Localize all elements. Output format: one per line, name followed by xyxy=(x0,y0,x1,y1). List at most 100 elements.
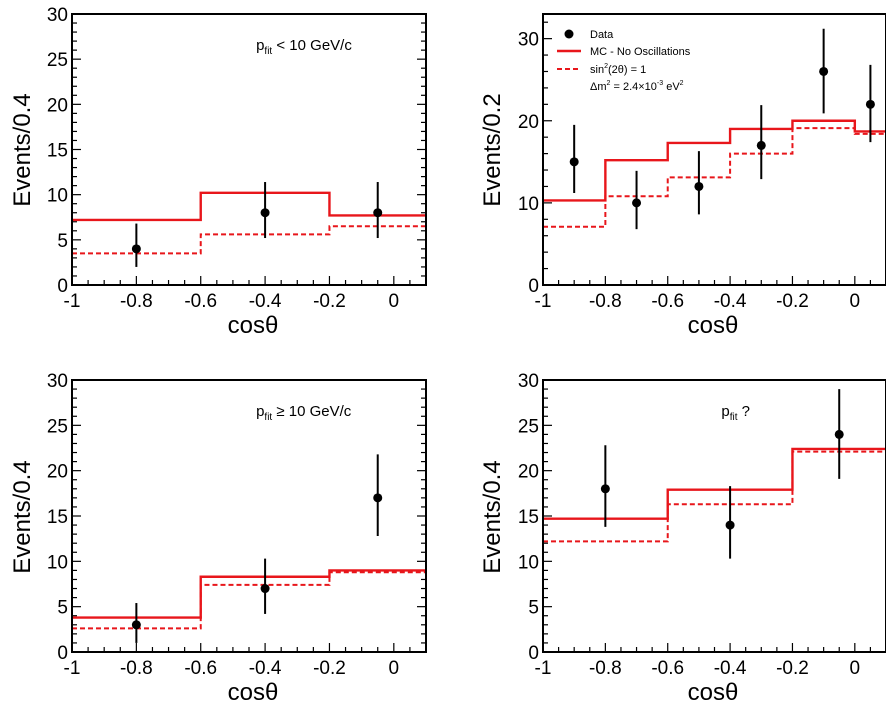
data-point xyxy=(756,140,766,150)
x-axis-label: cosθ xyxy=(228,679,279,704)
legend: Data MC - No Oscillations sin2(2θ) = 1 Δm2 … xyxy=(557,29,691,93)
x-tick-label: 0 xyxy=(389,658,400,679)
y-tick-label: 20 xyxy=(518,112,539,133)
x-tick-label: -0.8 xyxy=(120,658,153,679)
mc-no-oscillation-histogram xyxy=(72,569,426,619)
y-tick-label: 5 xyxy=(528,598,539,619)
data-point xyxy=(260,208,270,218)
y-tick-label: 10 xyxy=(518,552,539,573)
y-tick-label: 0 xyxy=(57,276,68,297)
x-tick-label: -1 xyxy=(64,291,81,312)
legend-mc-label: MC - No Oscillations xyxy=(590,46,691,58)
chart-panel-bottom-right: -1 -0.8 -0.6 -0.4 -0.2 0 0 5 10 15 20 25 30 cosθ Event… xyxy=(479,371,886,704)
data-point xyxy=(694,181,704,191)
y-tick-label: 0 xyxy=(57,643,68,664)
plot-area xyxy=(543,389,886,559)
y-tick-label: 25 xyxy=(518,416,539,437)
y-tick-label: 0 xyxy=(528,643,539,664)
x-tick-label: -0.8 xyxy=(120,291,153,312)
chart-panel-bottom-left: -1 -0.8 -0.6 -0.4 -0.2 0 0 5 10 15 20 25 30 cosθ Event… xyxy=(9,371,427,704)
plot-frame xyxy=(542,13,886,286)
panels: -1 -0.8 -0.6 -0.4 -0.2 0 0 5 10 15 20 25 30 cosθ Event… xyxy=(9,5,886,704)
x-tick-label: -0.2 xyxy=(313,658,346,679)
y-tick-label: 5 xyxy=(57,598,68,619)
data-point xyxy=(131,620,141,630)
y-tick-label: 20 xyxy=(47,462,68,483)
x-tick-label: 0 xyxy=(850,291,861,312)
data-point xyxy=(725,520,735,530)
y-tick-label: 10 xyxy=(47,186,68,207)
data-point xyxy=(834,429,844,439)
y-axis-label: Events/0.4 xyxy=(9,460,36,573)
plot-area xyxy=(72,182,426,267)
data-point xyxy=(131,244,141,254)
x-tick-label: -0.8 xyxy=(589,291,622,312)
x-tick-label: -0.2 xyxy=(776,658,809,679)
x-axis-label: cosθ xyxy=(688,679,739,704)
y-axis-label: Events/0.2 xyxy=(479,93,506,206)
y-tick-label: 30 xyxy=(47,371,68,392)
oscillation-histogram xyxy=(72,225,426,255)
x-tick-label: -0.4 xyxy=(249,291,282,312)
legend-osc-label-line2: Δm2 = 2.4×10-3 eV2 xyxy=(590,80,684,93)
y-tick-label: 15 xyxy=(518,507,539,528)
data-point xyxy=(373,493,383,503)
y-tick-label: 10 xyxy=(518,194,539,215)
y-tick-label: 20 xyxy=(518,462,539,483)
data-point xyxy=(373,208,383,218)
y-tick-label: 0 xyxy=(528,276,539,297)
y-tick-label: 5 xyxy=(57,231,68,252)
data-point xyxy=(260,584,270,594)
y-tick-label: 15 xyxy=(47,507,68,528)
plot-frame xyxy=(71,13,427,286)
data-point xyxy=(819,66,829,76)
x-tick-label: -0.2 xyxy=(776,291,809,312)
momentum-cut-annotation: pfit < 10 GeV/c xyxy=(256,37,352,57)
y-axis-label: Events/0.4 xyxy=(9,93,36,206)
x-tick-label: -1 xyxy=(535,658,552,679)
y-tick-label: 30 xyxy=(518,30,539,51)
plot-frame xyxy=(71,379,427,653)
legend-data-marker xyxy=(564,29,574,39)
y-tick-label: 25 xyxy=(47,416,68,437)
x-tick-label: -1 xyxy=(535,291,552,312)
legend-data-label: Data xyxy=(590,29,614,41)
data-point xyxy=(632,198,642,208)
data-point xyxy=(600,484,610,494)
chart-panel-top-right: -1 -0.8 -0.6 -0.4 -0.2 0 0 10 20 30 cosθ Events/0.2… xyxy=(479,13,886,339)
plot-frame xyxy=(542,379,886,653)
mc-no-oscillation-histogram xyxy=(72,191,426,222)
y-tick-label: 10 xyxy=(47,552,68,573)
plot-area xyxy=(543,28,886,230)
y-tick-label: 25 xyxy=(47,50,68,71)
x-tick-label: -0.4 xyxy=(714,291,747,312)
x-tick-label: -0.2 xyxy=(313,291,346,312)
x-tick-label: -0.4 xyxy=(249,658,282,679)
x-tick-label: -0.6 xyxy=(184,291,217,312)
x-tick-label: -0.6 xyxy=(651,291,684,312)
x-tick-label: -0.6 xyxy=(184,658,217,679)
momentum-cut-annotation: pfit ≥ 10 GeV/c xyxy=(256,403,352,423)
y-tick-label: 30 xyxy=(518,371,539,392)
momentum-cut-annotation: pfit ? xyxy=(721,403,750,423)
y-tick-label: 30 xyxy=(47,5,68,26)
x-tick-label: -0.8 xyxy=(589,658,622,679)
y-tick-label: 20 xyxy=(47,95,68,116)
x-axis-label: cosθ xyxy=(688,312,739,339)
mc-no-oscillation-histogram xyxy=(543,119,886,202)
y-axis-label: Events/0.4 xyxy=(479,460,506,573)
oscillation-histogram xyxy=(72,571,426,630)
plot-area xyxy=(72,454,426,643)
x-tick-label: 0 xyxy=(389,291,400,312)
x-tick-label: 0 xyxy=(850,658,861,679)
mc-no-oscillation-histogram xyxy=(543,447,886,520)
x-axis-label: cosθ xyxy=(228,312,279,339)
x-tick-label: -0.4 xyxy=(714,658,747,679)
y-tick-label: 15 xyxy=(47,141,68,162)
x-tick-label: -1 xyxy=(64,658,81,679)
legend-osc-label-line1: sin2(2θ) = 1 xyxy=(590,63,646,76)
data-point xyxy=(569,157,579,167)
chart-panel-top-left: -1 -0.8 -0.6 -0.4 -0.2 0 0 5 10 15 20 25 30 cosθ Event… xyxy=(9,5,427,339)
oscillation-histogram xyxy=(543,127,886,228)
